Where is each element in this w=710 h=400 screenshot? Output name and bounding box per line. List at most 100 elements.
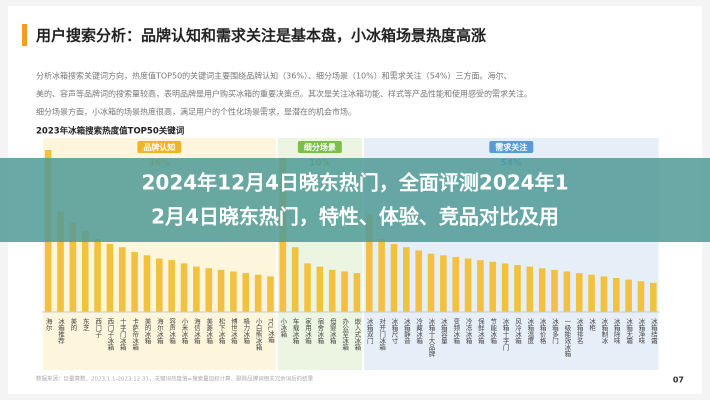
bar xyxy=(501,263,509,312)
bar xyxy=(168,260,175,312)
x-tick-label: 冰箱净味 xyxy=(637,317,645,346)
bar xyxy=(378,239,385,312)
x-tick-label: 小白熊冰箱 xyxy=(254,317,262,352)
page-number: 07 xyxy=(673,376,684,385)
bar xyxy=(242,273,250,312)
bar xyxy=(452,256,460,312)
paragraph-line: 美的、容声等品牌词的搜索量较高，表明品牌是用户购买冰箱的重要决策点。其次是关注冰… xyxy=(36,89,532,99)
bar xyxy=(650,282,657,312)
bar xyxy=(69,222,77,312)
x-tick-label: 车载冰箱 xyxy=(291,317,299,346)
bar xyxy=(328,269,336,312)
banner-line: 2024年12月4日晓东热门，全面评测2024年1 xyxy=(142,171,569,195)
bar xyxy=(427,253,435,312)
x-tick-label: 一级能效冰箱 xyxy=(563,318,571,358)
slide-title: 用户搜索分析：品牌认知和需求关注是基本盘，小冰箱场景热度高涨 xyxy=(36,27,486,45)
bar xyxy=(600,276,608,312)
x-tick-label: 海尔冰箱 xyxy=(155,317,163,346)
x-tick-label: 小米冰箱 xyxy=(180,317,188,346)
x-tick-label: 冰箱尺寸 xyxy=(390,317,398,345)
paragraph-line: 分析冰箱搜索关键词方向，热度值TOP50的关键词主要围绕品牌认知（36%）、细分… xyxy=(36,71,512,81)
x-tick-label: 冷冻冰箱 xyxy=(464,317,472,346)
x-tick-label: 对开门冰箱 xyxy=(378,317,386,352)
group-header xyxy=(489,141,534,153)
group-name: 需求关注 xyxy=(495,142,527,152)
bar xyxy=(440,255,447,312)
bar xyxy=(291,247,299,312)
x-tick-label: 冰箱排名 xyxy=(575,317,583,346)
x-tick-label: 冷藏冰箱 xyxy=(415,317,423,346)
bar xyxy=(156,258,163,312)
group-name: 品牌认知 xyxy=(143,142,175,152)
x-tick-label: 冰箱推荐 xyxy=(57,317,65,346)
bar xyxy=(464,258,472,312)
bar xyxy=(575,273,583,312)
x-tick-label: 冰箱双门 xyxy=(365,317,373,346)
source-note: 数据来源：巨量算数，2023.1.1-2023.12.31，关键词热度值=搜索量… xyxy=(36,375,314,383)
bar xyxy=(353,273,361,312)
bar xyxy=(254,274,262,312)
bar xyxy=(131,252,138,312)
bar xyxy=(94,239,101,312)
x-tick-label: 冰箱价格 xyxy=(538,317,546,346)
x-tick-label: 冰箱十大品牌 xyxy=(427,317,435,359)
bar xyxy=(205,268,213,312)
x-tick-label: 西门子 xyxy=(94,318,102,338)
x-tick-label: 松下冰箱 xyxy=(217,317,225,346)
bar xyxy=(538,268,546,312)
x-tick-label: 冰柜 xyxy=(588,317,596,333)
x-tick-label: 冰箱温度 xyxy=(526,317,534,346)
chart-title: 2023年冰箱搜索热度值TOP50关键词 xyxy=(36,126,185,137)
bar xyxy=(180,263,188,312)
x-tick-label: 风冷冰箱 xyxy=(513,318,521,346)
x-tick-label: 美的 xyxy=(69,317,77,333)
bar xyxy=(390,243,398,312)
bar xyxy=(563,271,571,312)
x-tick-label: 冰箱除味 xyxy=(612,317,620,346)
x-tick-label: 容声冰箱 xyxy=(168,317,176,346)
bar xyxy=(551,269,558,312)
x-tick-label: 冰箱无霜 xyxy=(625,317,633,346)
x-tick-label: 十字门冰箱 xyxy=(118,317,126,352)
x-tick-label: TCL冰箱 xyxy=(266,317,274,344)
x-tick-label: 宿舍冰箱 xyxy=(316,317,324,346)
group-header xyxy=(297,141,342,153)
bar xyxy=(489,261,497,312)
group-name: 细分场景 xyxy=(304,142,336,152)
x-tick-label: 嵌入式冰箱 xyxy=(353,318,361,352)
x-tick-label: 冰箱容量 xyxy=(439,317,447,345)
x-tick-label: 美菱冰箱 xyxy=(205,317,213,346)
x-tick-label: 海信冰箱 xyxy=(192,317,200,346)
x-tick-label: 海尔 xyxy=(44,317,52,332)
x-tick-label: 冰箱十字门 xyxy=(501,317,509,352)
bar xyxy=(316,266,324,312)
bar xyxy=(477,260,484,312)
bar xyxy=(304,263,311,312)
x-tick-label: 冰箱结霜 xyxy=(649,317,657,346)
bar xyxy=(514,265,521,312)
bar xyxy=(217,269,225,312)
x-tick-label: 冰箱静音 xyxy=(402,317,410,346)
x-tick-label: 家用冰箱 xyxy=(304,317,312,346)
bar xyxy=(526,266,534,312)
bar xyxy=(267,276,274,312)
x-tick-label: 美的冰箱 xyxy=(143,317,151,346)
x-tick-label: 办公室冰箱 xyxy=(341,317,349,352)
bar xyxy=(81,231,89,312)
x-tick-label: 变频冰箱 xyxy=(452,317,460,346)
bar xyxy=(637,281,645,312)
x-tick-label: 格力冰箱 xyxy=(242,317,250,346)
bar xyxy=(106,243,114,312)
x-tick-label: 卡萨帝冰箱 xyxy=(131,317,139,352)
x-tick-label: 东芝 xyxy=(81,317,89,333)
banner xyxy=(0,158,710,242)
group-header xyxy=(137,141,182,153)
bar xyxy=(588,274,595,312)
title-accent xyxy=(22,24,27,46)
bar xyxy=(612,277,620,312)
x-tick-label: 节能冰箱 xyxy=(489,318,497,346)
banner-line: 2月4日晓东热门，特性、体验、竞品对比及用 xyxy=(151,205,559,229)
x-tick-label: 冰箱制冰 xyxy=(600,317,608,345)
bar xyxy=(193,266,200,312)
bar xyxy=(341,271,348,312)
